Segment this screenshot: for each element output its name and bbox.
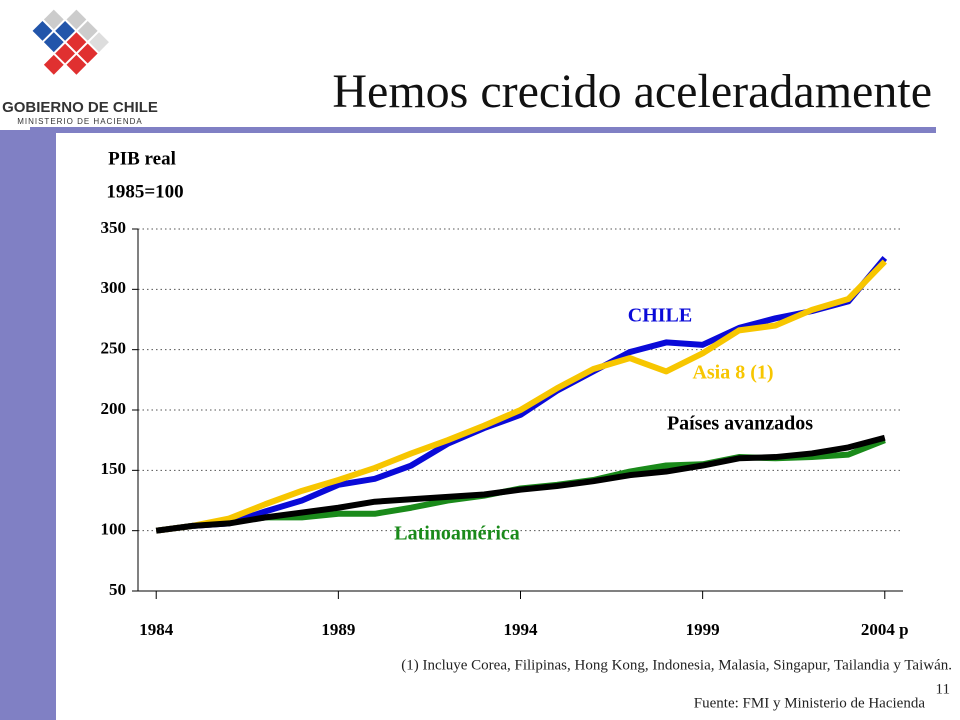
y-tick-label: 200 xyxy=(101,399,127,418)
y-tick-label: 350 xyxy=(101,218,127,237)
page-number: 11 xyxy=(936,681,950,697)
series-label: Latinoamérica xyxy=(394,523,520,545)
y-tick-label: 250 xyxy=(101,339,127,358)
x-tick-label: 2004 p xyxy=(861,620,909,639)
series-label: CHILE xyxy=(628,305,692,327)
source: Fuente: FMI y Ministerio de Hacienda xyxy=(694,695,926,711)
x-tick-label: 1984 xyxy=(139,620,174,639)
x-tick-label: 1999 xyxy=(686,620,720,639)
footnote: (1) Incluye Corea, Filipinas, Hong Kong,… xyxy=(401,657,952,673)
series-line xyxy=(155,259,887,534)
y-tick-label: 150 xyxy=(101,459,127,478)
series-label: Países avanzados xyxy=(667,413,813,435)
y-tick-label: 300 xyxy=(101,278,127,297)
logo: GOBIERNO DE CHILE MINISTERIO DE HACIENDA xyxy=(2,9,158,126)
series-label: Asia 8 (1) xyxy=(692,362,773,384)
chart-title: Hemos crecido aceleradamente xyxy=(332,65,932,118)
y-tick-label: 100 xyxy=(101,520,127,539)
title-rule xyxy=(30,127,936,133)
logo-subtitle: MINISTERIO DE HACIENDA xyxy=(17,117,143,126)
side-bar xyxy=(0,130,56,720)
series-line xyxy=(155,434,886,534)
x-tick-label: 1989 xyxy=(321,620,355,639)
y-axis-label: 1985=100 xyxy=(106,181,183,202)
y-tick-label: 50 xyxy=(109,580,126,599)
logo-title: GOBIERNO DE CHILE xyxy=(2,99,158,116)
x-tick-label: 1994 xyxy=(504,620,539,639)
series-line xyxy=(155,256,888,534)
y-axis-label: PIB real xyxy=(108,148,176,169)
